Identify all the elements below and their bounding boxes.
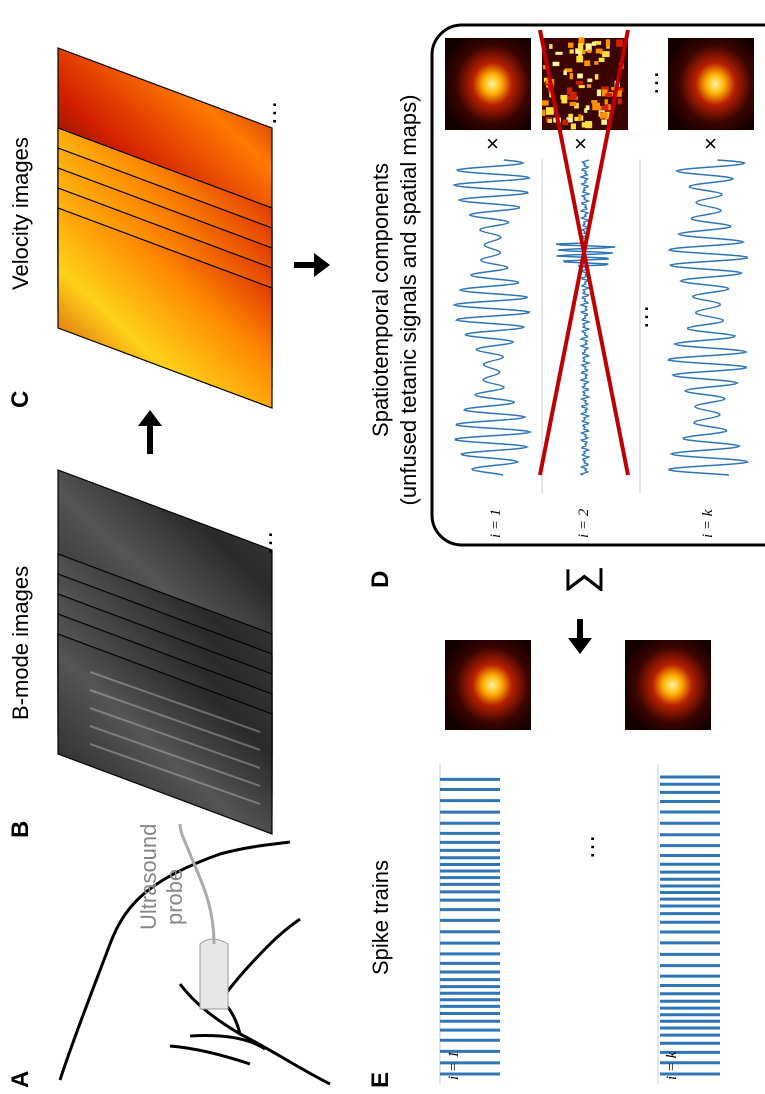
image-stack	[58, 470, 272, 834]
sum-symbol: ∑	[559, 565, 603, 594]
arrow-head	[138, 410, 162, 426]
speckle	[577, 73, 583, 78]
speckle	[567, 87, 572, 94]
speckle	[542, 110, 545, 116]
speckle	[542, 100, 549, 105]
speckle	[599, 58, 605, 62]
speckle	[591, 100, 597, 103]
figure: A Ultrasound probe B B-mode images … C V…	[0, 0, 765, 1094]
speckle	[563, 70, 566, 75]
panel-label: C	[7, 391, 34, 408]
row-index: i = 2	[576, 508, 592, 538]
speckle	[618, 98, 622, 104]
speckle	[595, 74, 598, 79]
ellipsis: …	[252, 100, 282, 126]
speckle	[600, 113, 608, 119]
speckle	[578, 114, 581, 121]
probe-label: probe	[162, 869, 187, 925]
speckle	[547, 119, 552, 123]
multiply: ×	[480, 137, 505, 150]
speckle	[579, 85, 585, 88]
speckle	[587, 50, 591, 53]
arrow-head	[568, 638, 592, 654]
panel-label: A	[7, 1071, 34, 1088]
speckle	[587, 84, 591, 88]
row-index: i = k	[700, 509, 716, 538]
panel-label: E	[367, 1072, 394, 1088]
speckle	[546, 107, 554, 115]
spatial-map	[668, 38, 754, 130]
signal	[454, 160, 530, 475]
ellipsis: …	[634, 70, 664, 96]
panel-title: Spatiotemporal components	[368, 163, 393, 437]
speckle	[604, 104, 608, 110]
ellipsis: …	[248, 530, 278, 556]
speckle	[549, 44, 552, 49]
speckle	[602, 51, 610, 57]
multiply: ×	[568, 137, 593, 150]
signals	[454, 160, 747, 475]
panel-label: B	[7, 821, 34, 838]
speckle	[570, 73, 573, 79]
spatial-map	[445, 640, 531, 730]
speckle	[597, 89, 601, 96]
panel-title: Spike trains	[368, 860, 393, 975]
page: {"panel_labels": ["A", "B", "C", "D", "E…	[0, 0, 765, 1094]
speckle	[584, 108, 587, 113]
speckle	[596, 49, 603, 54]
arm-outline	[220, 919, 300, 1002]
speckle	[606, 39, 610, 47]
speckle	[616, 39, 623, 46]
spatial-map	[542, 37, 628, 130]
ellipsis: …	[624, 304, 654, 330]
spatial-map	[625, 640, 711, 730]
signal	[668, 160, 747, 475]
speckle	[582, 122, 588, 127]
speckle	[568, 114, 573, 118]
speckle	[570, 49, 574, 53]
panel-subtitle: (unfused tetanic signals and spatial map…	[396, 95, 421, 506]
speckle	[571, 123, 576, 129]
row-index: i = 1	[488, 509, 504, 538]
row-index: i = k	[664, 1051, 680, 1080]
speckle	[594, 61, 598, 65]
probe-label: Ultrasound	[136, 824, 161, 930]
speckle	[592, 103, 600, 110]
speckle	[553, 62, 560, 66]
spike-trains	[440, 777, 720, 1074]
speckle	[592, 42, 596, 46]
image-stack	[58, 48, 272, 408]
speckle	[568, 43, 573, 48]
speckle	[576, 56, 583, 63]
signal	[556, 160, 615, 475]
rotated-figure: A Ultrasound probe B B-mode images … C V…	[7, 25, 765, 1088]
speckle	[570, 102, 577, 106]
speckle	[555, 52, 562, 55]
multiply: ×	[698, 137, 723, 150]
speckle	[576, 81, 583, 85]
speckle	[584, 60, 590, 66]
arrow-head	[314, 253, 330, 277]
panel-label: D	[367, 571, 394, 588]
panel-title: B-mode images	[8, 566, 33, 720]
ellipsis: …	[570, 834, 600, 860]
speckle	[601, 120, 607, 125]
panel-title: Velocity images	[8, 137, 33, 290]
speckle	[605, 93, 612, 97]
speckle	[561, 98, 567, 104]
spatial-map	[445, 38, 531, 130]
speckle	[587, 79, 592, 83]
probe	[200, 939, 228, 1009]
speckle	[578, 43, 583, 50]
row-index: i = 1	[446, 1051, 462, 1080]
speckle	[563, 120, 569, 125]
